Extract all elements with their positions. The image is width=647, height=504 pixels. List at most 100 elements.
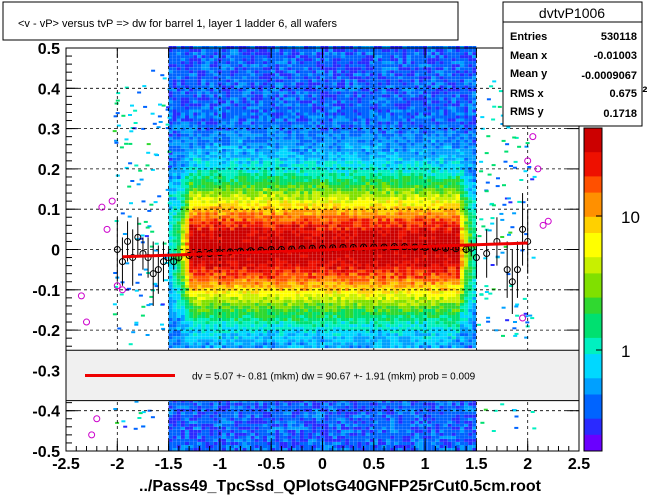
heatmap-cell xyxy=(308,203,313,207)
heatmap-cell xyxy=(267,224,272,228)
heatmap-cell xyxy=(263,327,267,331)
heatmap-cell xyxy=(267,312,272,315)
heatmap-cell xyxy=(332,305,337,309)
heatmap-cell xyxy=(263,179,267,182)
heatmap-cell xyxy=(201,275,206,279)
heatmap-cell xyxy=(172,179,177,182)
heatmap-cell xyxy=(287,136,292,140)
heatmap-cell xyxy=(263,163,267,167)
heatmap-cell xyxy=(308,230,313,234)
heatmap-cell xyxy=(267,405,272,409)
heatmap-cell xyxy=(320,333,325,337)
heatmap-cell xyxy=(205,426,210,430)
heatmap-cell xyxy=(168,287,173,291)
heatmap-cell xyxy=(197,139,202,143)
heatmap-cell xyxy=(324,296,329,300)
heatmap-cell xyxy=(304,245,308,249)
heatmap-cell xyxy=(222,423,226,427)
heatmap-cell xyxy=(180,417,185,421)
heatmap-cell xyxy=(226,176,231,179)
heatmap-cell xyxy=(316,182,321,185)
heatmap-cell xyxy=(176,94,181,98)
heatmap-cell xyxy=(209,176,214,179)
heatmap-cell xyxy=(222,315,226,318)
heatmap-cell xyxy=(291,118,296,122)
heatmap-cell xyxy=(308,49,313,52)
heatmap-cell xyxy=(341,287,345,291)
heatmap-cell xyxy=(201,52,206,56)
heatmap-cell xyxy=(226,345,231,349)
heatmap-cell xyxy=(238,230,243,234)
heatmap-cell xyxy=(230,206,235,210)
heatmap-cell xyxy=(287,160,292,164)
heatmap-cell xyxy=(185,309,189,312)
heatmap-cell xyxy=(308,176,313,179)
heatmap-cell xyxy=(242,103,247,107)
heatmap-cell xyxy=(324,448,329,451)
heatmap-cell xyxy=(275,312,280,315)
heatmap-cell xyxy=(172,209,177,213)
heatmap-cell xyxy=(283,269,288,273)
heatmap-cell xyxy=(291,405,296,409)
heatmap-cell xyxy=(291,408,296,412)
heatmap-cell xyxy=(291,185,296,188)
heatmap-cell xyxy=(295,435,300,439)
heatmap-cell xyxy=(189,405,194,409)
heatmap-cell xyxy=(246,302,251,306)
heatmap-cell xyxy=(316,49,321,52)
heatmap-cell xyxy=(242,121,247,125)
heatmap-cell xyxy=(304,315,308,318)
heatmap-cell xyxy=(176,218,181,222)
heatmap-cell xyxy=(328,408,333,412)
heatmap-cell xyxy=(242,275,247,279)
heatmap-cell xyxy=(295,103,300,107)
heatmap-cell xyxy=(222,79,226,83)
heatmap-cell xyxy=(172,438,177,442)
heatmap-cell xyxy=(193,429,198,433)
heatmap-cell xyxy=(180,118,185,122)
heatmap-cell xyxy=(189,61,194,65)
heatmap-cell xyxy=(267,112,272,116)
heatmap-cell xyxy=(291,151,296,155)
heatmap-cell xyxy=(291,336,296,340)
heatmap-cell xyxy=(283,73,288,77)
heatmap-cell xyxy=(230,70,235,74)
heatmap-cell xyxy=(328,148,333,152)
heatmap-cell xyxy=(258,402,263,406)
heatmap-cell xyxy=(287,124,292,128)
heatmap-cell xyxy=(299,324,304,328)
heatmap-cell xyxy=(336,299,341,303)
heatmap-cell xyxy=(279,287,284,291)
heatmap-cell xyxy=(308,200,313,204)
heatmap-cell xyxy=(205,203,210,207)
heatmap-cell xyxy=(283,417,288,421)
heatmap-cell xyxy=(250,115,255,119)
heatmap-cell xyxy=(279,151,284,155)
heatmap-cell xyxy=(185,206,189,210)
heatmap-cell xyxy=(324,136,329,140)
heatmap-cell xyxy=(246,230,251,234)
heatmap-cell xyxy=(299,160,304,164)
heatmap-cell xyxy=(279,263,284,267)
heatmap-cell xyxy=(222,124,226,128)
heatmap-cell xyxy=(185,242,189,246)
heatmap-cell xyxy=(189,429,194,433)
heatmap-cell xyxy=(222,405,226,409)
heatmap-cell xyxy=(242,221,247,225)
heatmap-cell xyxy=(328,185,333,188)
heatmap-cell xyxy=(283,278,288,282)
heatmap-cell xyxy=(234,166,239,170)
heatmap-cell xyxy=(185,173,189,176)
heatmap-cell xyxy=(226,82,231,86)
heatmap-cell xyxy=(176,88,181,92)
heatmap-cell xyxy=(304,420,308,424)
heatmap-cell xyxy=(312,245,317,249)
heatmap-cell xyxy=(263,139,267,143)
heatmap-cell xyxy=(176,58,181,62)
heatmap-cell xyxy=(197,263,202,267)
heatmap-cell xyxy=(299,278,304,282)
heatmap-cell xyxy=(230,420,235,424)
heatmap-cell xyxy=(299,254,304,258)
heatmap-cell xyxy=(197,209,202,213)
heatmap-cell xyxy=(213,185,218,188)
